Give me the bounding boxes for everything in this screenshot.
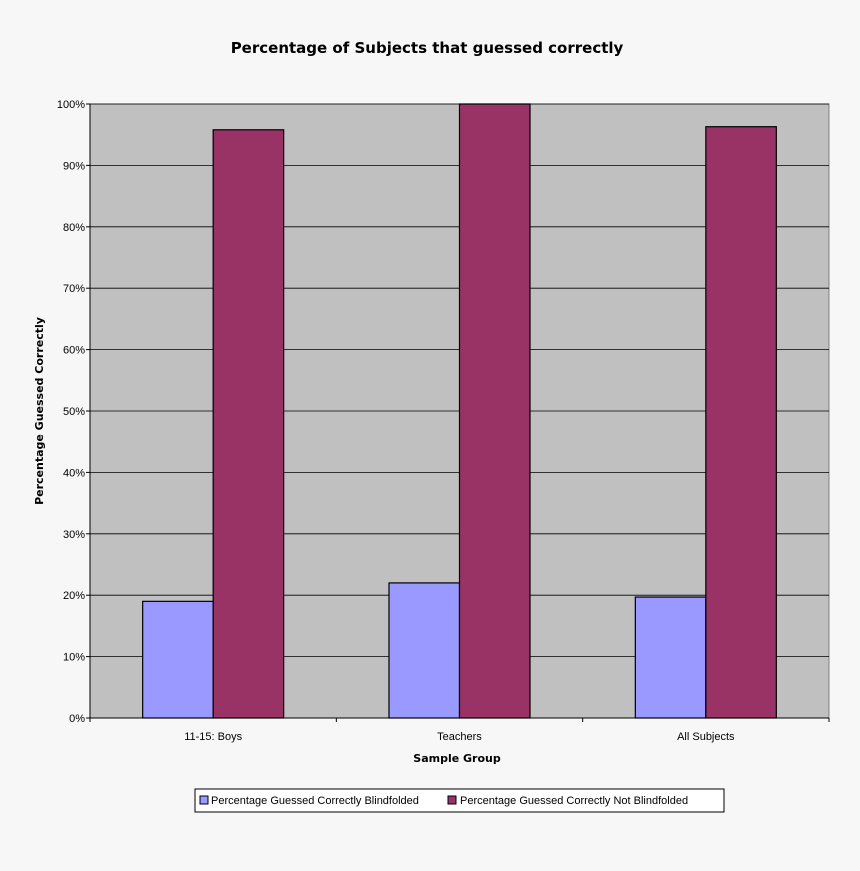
y-tick-label: 70%: [63, 283, 85, 295]
legend-label-blindfolded: Percentage Guessed Correctly Blindfolded: [211, 795, 419, 807]
legend-label-not-blindfolded: Percentage Guessed Correctly Not Blindfo…: [460, 795, 688, 807]
bar-not-blindfolded: [458, 103, 531, 719]
x-axis-label: Sample Group: [413, 752, 501, 765]
y-tick-label: 100%: [57, 99, 85, 111]
x-tick-label: Teachers: [437, 731, 482, 743]
y-tick-label: 90%: [63, 160, 85, 172]
legend-swatch-blindfolded: [199, 795, 209, 805]
legend: Percentage Guessed Correctly Blindfolded…: [194, 788, 725, 813]
y-tick-label: 40%: [63, 467, 85, 479]
y-tick-label: 20%: [63, 590, 85, 602]
x-tick-label: All Subjects: [677, 731, 735, 743]
y-tick-label: 80%: [63, 222, 85, 234]
legend-box: [194, 788, 725, 813]
y-axis-label: Percentage Guessed Correctly: [33, 317, 46, 505]
y-tick-label: 50%: [63, 406, 85, 418]
bar-not-blindfolded: [212, 129, 285, 719]
bar-blindfolded: [388, 582, 461, 719]
y-tick-label: 10%: [63, 652, 85, 664]
chart-title: Percentage of Subjects that guessed corr…: [231, 39, 624, 57]
y-tick-label: 30%: [63, 529, 85, 541]
y-tick-label: 0%: [69, 713, 85, 725]
bar-blindfolded: [142, 600, 214, 719]
bar-blindfolded: [634, 596, 707, 719]
y-tick-label: 60%: [63, 345, 85, 357]
bar-not-blindfolded: [705, 126, 777, 719]
legend-swatch-not-blindfolded: [447, 795, 457, 805]
x-tick-label: 11-15: Boys: [184, 731, 242, 743]
